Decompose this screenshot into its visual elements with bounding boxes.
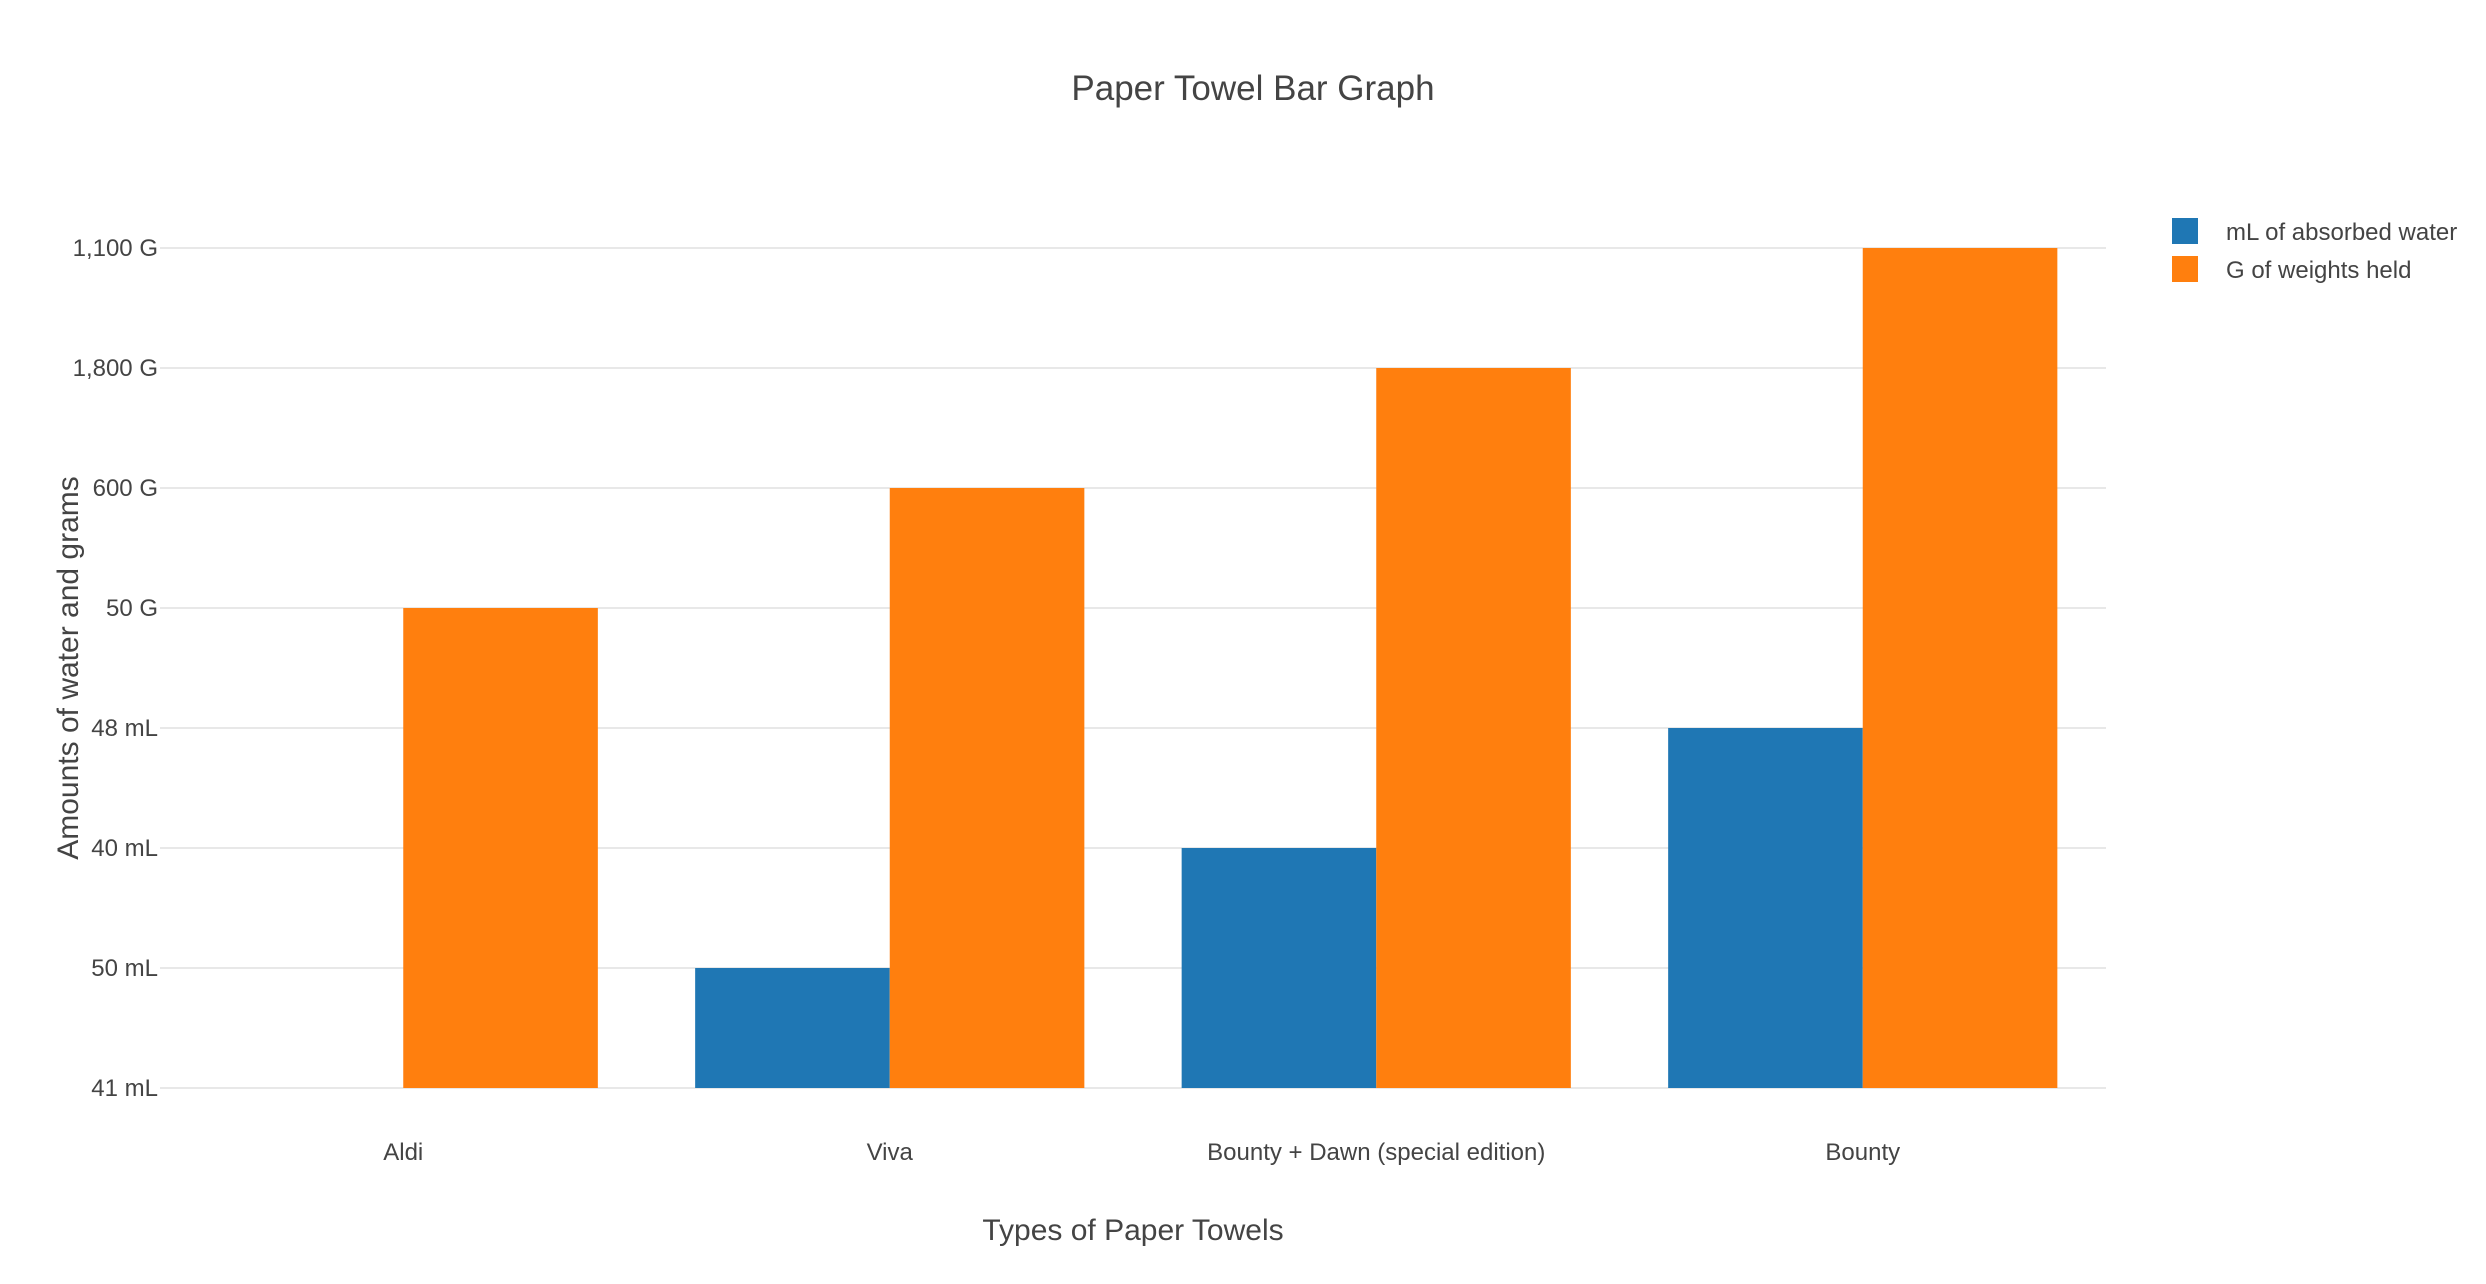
legend-swatch-water: [2172, 218, 2198, 244]
y-tick-label: 50 G: [106, 595, 158, 622]
bar-weights-1[interactable]: [889, 488, 1085, 1088]
x-tick-label: Bounty + Dawn (special edition): [1207, 1139, 1545, 1166]
bar-weights-0[interactable]: [403, 608, 598, 1088]
x-tick-label: Viva: [867, 1139, 914, 1166]
y-tick-label: 41 mL: [91, 1075, 158, 1102]
legend[interactable]: mL of absorbed water G of weights held: [2172, 218, 2457, 284]
y-tick-label: 40 mL: [91, 835, 158, 862]
y-tick-label: 1,800 G: [73, 355, 158, 382]
legend-item-water[interactable]: mL of absorbed water: [2172, 218, 2457, 246]
y-axis-title: Amounts of water and grams: [52, 476, 85, 860]
x-axis-title: Types of Paper Towels: [982, 1214, 1283, 1247]
y-tick-label: 50 mL: [91, 955, 158, 982]
y-tick-label: 1,100 G: [73, 235, 158, 262]
y-tick-label: 48 mL: [91, 715, 158, 742]
bar-water-3[interactable]: [1668, 728, 1863, 1088]
legend-label-water: mL of absorbed water: [2226, 219, 2457, 246]
x-tick-label: Bounty: [1825, 1139, 1900, 1166]
bar-water-2[interactable]: [1181, 848, 1377, 1088]
bar-water-1[interactable]: [695, 968, 890, 1088]
bar-weights-2[interactable]: [1376, 368, 1571, 1088]
y-tick-labels: 41 mL 50 mL 40 mL 48 mL 50 G 600 G 1,800 G 1,10…: [73, 235, 158, 1102]
legend-label-weights: G of weights held: [2226, 257, 2411, 284]
bars: [403, 248, 2058, 1088]
x-tick-label: Aldi: [383, 1139, 423, 1166]
bar-weights-3[interactable]: [1862, 248, 2058, 1088]
x-tick-labels: Aldi Viva Bounty + Dawn (special edition) B…: [383, 1139, 1900, 1166]
y-tick-label: 600 G: [93, 475, 158, 502]
legend-item-weights[interactable]: G of weights held: [2172, 256, 2411, 284]
legend-swatch-weights: [2172, 256, 2198, 282]
chart-title: Paper Towel Bar Graph: [1071, 69, 1434, 108]
